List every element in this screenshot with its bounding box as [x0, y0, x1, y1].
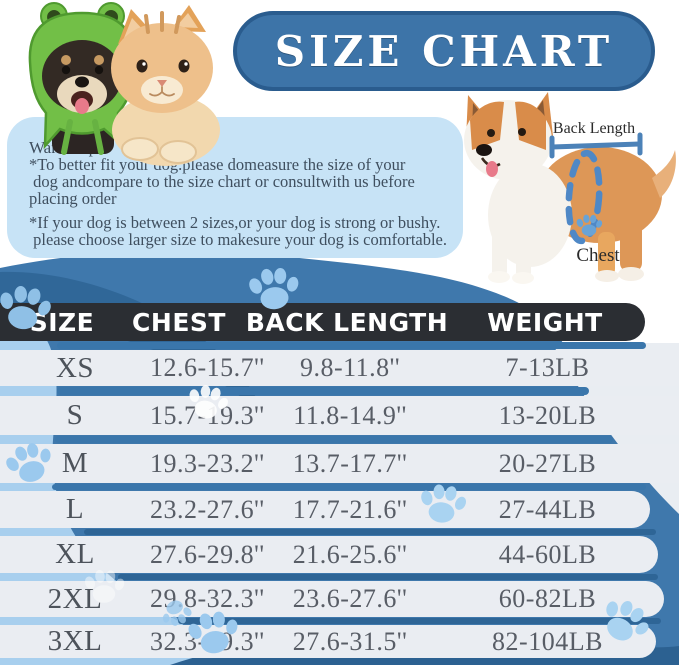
row-separator — [52, 484, 646, 490]
size-cell: L — [65, 493, 85, 525]
back-length-cell: 9.8-11.8'' — [299, 353, 401, 382]
size-cell: 3XL — [47, 625, 103, 657]
back-length-cell: 11.8-14.9'' — [293, 400, 407, 430]
weight-cell: 82-104LB — [492, 626, 603, 656]
weight-cell: 13-20LB — [498, 400, 597, 430]
column-header-back-length: BACK LENGTH — [245, 307, 449, 337]
weight-cell: 60-82LB — [498, 584, 597, 613]
back-length-measure-arrow — [549, 132, 643, 159]
warm-tips-title: Warm Tips — [29, 138, 104, 157]
table-row: XL 27.6-29.8'' 21.6-25.6'' 44-60LB — [0, 536, 658, 573]
row-separator — [55, 436, 613, 443]
back-length-cell: 17.7-21.6'' — [292, 494, 408, 524]
back-length-cell: 13.7-17.7'' — [292, 448, 408, 478]
chest-cell: 29.8-32.3'' — [150, 584, 265, 613]
column-header-chest: CHEST — [132, 307, 226, 337]
table-row: M 19.3-23.2'' 13.7-17.7'' 20-27LB — [0, 444, 679, 483]
chest-cell: 23.2-27.6'' — [150, 494, 265, 524]
warm-tips-line: placing order — [29, 189, 117, 208]
weight-cell: 7-13LB — [505, 353, 590, 382]
chest-cell: 27.6-29.8'' — [150, 539, 265, 569]
warm-tips-box: Warm Tips *To better fit your dog.please… — [7, 117, 463, 258]
column-header-size: SIZE — [29, 307, 95, 337]
back-length-cell: 23.6-27.6'' — [292, 584, 408, 613]
row-separator — [57, 342, 646, 349]
table-row: L 23.2-27.6'' 17.7-21.6'' 27-44LB — [0, 491, 650, 528]
table-row: S 15.7-19.3'' 11.8-14.9'' 13-20LB — [0, 396, 679, 435]
chest-cell: 19.3-23.2'' — [150, 448, 265, 478]
size-cell: M — [61, 447, 89, 479]
warm-tips-line: dog andcompare to the size chart or cons… — [29, 172, 415, 191]
paw-print-icon — [575, 214, 604, 236]
corgi-photo — [464, 92, 676, 284]
chest-cell: 32.3-39.3'' — [150, 626, 265, 656]
row-separator — [84, 529, 656, 535]
page-title: SIZE CHART — [274, 26, 614, 76]
back-length-label: Back Length — [553, 120, 635, 137]
table-row: 2XL 29.8-32.3'' 23.6-27.6'' 60-82LB — [0, 581, 664, 617]
back-length-cell: 27.6-31.5'' — [292, 626, 408, 656]
size-cell: S — [66, 399, 84, 431]
size-cell: XS — [55, 351, 95, 384]
corgi-measurement-diagram: Back Length Chest — [464, 92, 676, 284]
weight-cell: 27-44LB — [498, 494, 597, 524]
row-separator — [178, 618, 661, 624]
warm-tips-line: *If your dog is between 2 sizes,or your … — [29, 213, 441, 232]
table-row: XS 12.6-15.7'' 9.8-11.8'' 7-13LB — [0, 350, 679, 386]
size-chart-title-pill: SIZE CHART — [233, 11, 655, 91]
back-length-cell: 21.6-25.6'' — [292, 539, 408, 569]
warm-tips-line: please choose larger size to makesure yo… — [29, 230, 448, 249]
row-separator — [118, 574, 658, 580]
warm-tips-line: *To better fit your dog.please domeasure… — [29, 155, 406, 174]
chest-cell: 12.6-15.7'' — [150, 353, 265, 382]
size-cell: XL — [55, 538, 95, 570]
weight-cell: 20-27LB — [498, 448, 597, 478]
size-cell: 2XL — [47, 582, 103, 615]
row-separator — [57, 387, 589, 395]
table-row: 3XL 32.3-39.3'' 27.6-31.5'' 82-104LB — [0, 625, 656, 658]
chest-label: Chest — [576, 245, 620, 266]
chest-girth-ellipse — [565, 149, 603, 245]
table-header: SIZE CHEST BACK LENGTH WEIGHT — [0, 303, 645, 341]
chest-cell: 15.7-19.3'' — [150, 400, 265, 430]
weight-cell: 44-60LB — [498, 539, 597, 569]
column-header-weight: WEIGHT — [487, 307, 603, 337]
